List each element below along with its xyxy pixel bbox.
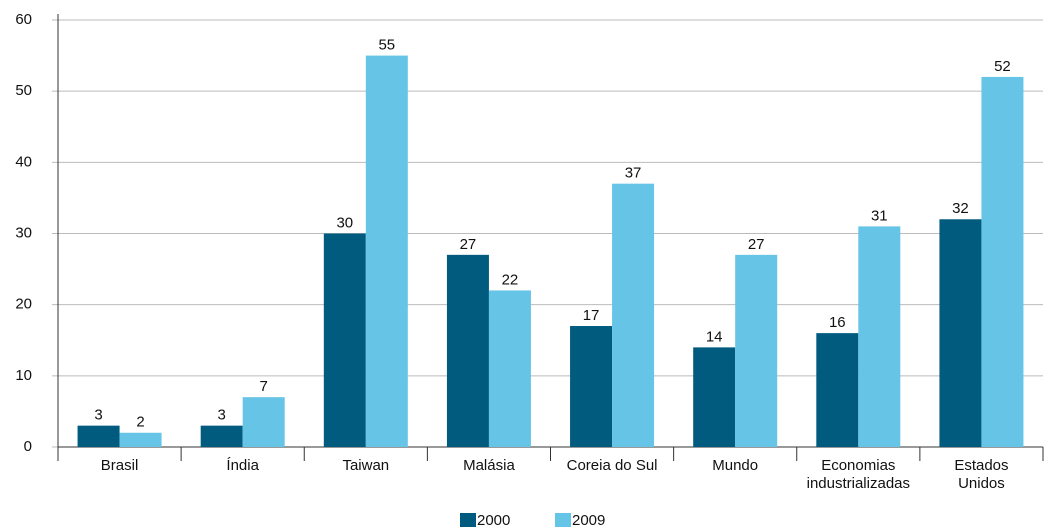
value-label: 22 — [502, 271, 519, 288]
x-tick-label: Mundo — [712, 457, 759, 474]
value-label: 3 — [94, 407, 102, 424]
value-label: 7 — [260, 378, 268, 395]
value-label: 27 — [748, 236, 765, 253]
value-label: 31 — [871, 207, 888, 224]
bar — [612, 183, 655, 447]
bar — [981, 76, 1024, 447]
bar — [365, 55, 408, 447]
value-label: 27 — [460, 236, 477, 253]
value-label: 32 — [952, 200, 969, 217]
y-tick-label: 60 — [15, 11, 32, 28]
x-tick-label: Índia — [226, 457, 259, 474]
bar — [693, 347, 736, 447]
bar — [939, 219, 982, 447]
x-tick-label: Coreia do Sul — [566, 457, 658, 474]
y-tick-label: 10 — [15, 367, 32, 384]
legend-label: 2009 — [572, 512, 605, 529]
y-tick-label: 50 — [15, 82, 32, 99]
x-tick-label: Economias industrializadas — [806, 457, 910, 492]
value-label: 17 — [583, 307, 600, 324]
bar — [735, 254, 778, 447]
y-tick-label: 30 — [15, 224, 32, 241]
bar — [858, 226, 901, 447]
x-tick-label: Estados Unidos — [954, 457, 1009, 492]
bar — [77, 425, 120, 447]
legend-label: 2000 — [477, 512, 510, 529]
value-label: 52 — [994, 58, 1011, 75]
y-tick-label: 40 — [15, 153, 32, 170]
bar — [119, 432, 162, 447]
bar — [488, 290, 531, 447]
bar — [570, 326, 613, 447]
value-label: 16 — [829, 314, 846, 331]
bar — [446, 254, 489, 447]
value-label: 55 — [378, 37, 395, 54]
y-tick-label: 20 — [15, 296, 32, 313]
x-tick-label: Brasil — [100, 457, 139, 474]
value-label: 14 — [706, 328, 723, 345]
bar — [323, 233, 366, 447]
legend-swatch — [555, 513, 571, 527]
value-label: 30 — [336, 214, 353, 231]
value-label: 3 — [218, 407, 226, 424]
legend-swatch — [460, 513, 476, 527]
bar — [200, 425, 243, 447]
y-tick-label: 0 — [24, 438, 32, 455]
bar — [242, 397, 285, 447]
x-tick-label: Malásia — [463, 457, 515, 474]
value-label: 2 — [136, 414, 144, 431]
bar — [816, 333, 859, 447]
value-label: 37 — [625, 165, 642, 182]
x-tick-label: Taiwan — [342, 457, 390, 474]
